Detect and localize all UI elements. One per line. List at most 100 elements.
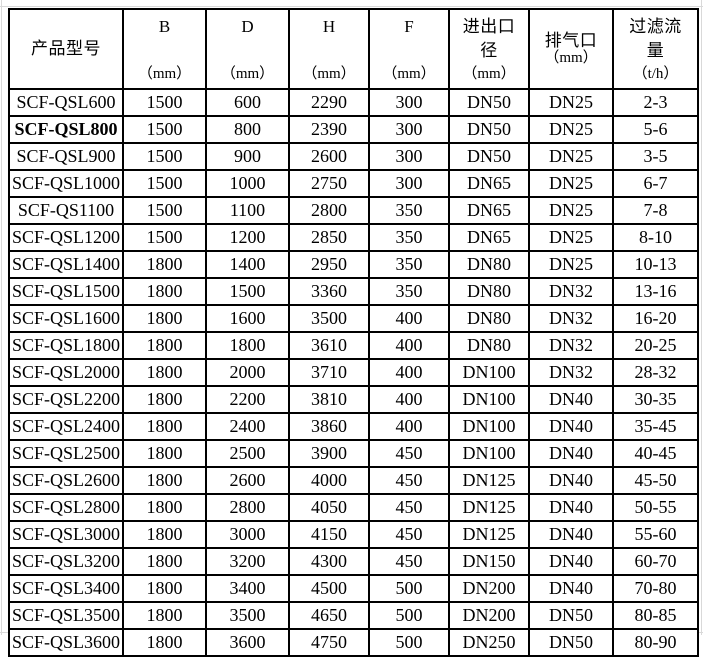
cell-f: 450: [368, 466, 450, 495]
cell-d: 2400: [205, 412, 290, 441]
cell-d: 1800: [205, 331, 290, 360]
table-row: SCF-QSL600 1500 600 2290 300 DN50 DN25 2-3: [8, 88, 699, 117]
cell-model: SCF-QSL2800: [8, 493, 124, 522]
cell-b: 1500: [122, 196, 207, 225]
cell-filter-flow: 80-90: [612, 628, 699, 657]
cell-inlet-outlet-diameter: DN100: [448, 385, 530, 414]
cell-filter-flow: 60-70: [612, 547, 699, 576]
sheet-gridline: [701, 0, 702, 635]
cell-inlet-outlet-diameter: DN100: [448, 439, 530, 468]
column-header-filter-flow: 过滤流 量 （t/h）: [612, 8, 699, 90]
cell-inlet-outlet-diameter: DN65: [448, 169, 530, 198]
cell-f: 300: [368, 142, 450, 171]
cell-d: 3200: [205, 547, 290, 576]
cell-h: 4650: [288, 601, 370, 630]
cell-f: 300: [368, 88, 450, 117]
cell-f: 350: [368, 250, 450, 279]
column-header-flow-unit: （t/h）: [632, 65, 679, 82]
column-header-b-unit: （mm）: [137, 65, 192, 82]
cell-d: 3600: [205, 628, 290, 657]
cell-model: SCF-QSL2500: [8, 439, 124, 468]
cell-h: 2850: [288, 223, 370, 252]
column-header-d: D （mm）: [205, 8, 290, 90]
cell-inlet-outlet-diameter: DN125: [448, 493, 530, 522]
cell-exhaust-port: DN25: [528, 115, 614, 144]
cell-model: SCF-QSL1400: [8, 250, 124, 279]
column-header-exhaust-label: 排气口: [544, 30, 598, 50]
column-header-f-unit: （mm）: [382, 65, 436, 82]
cell-filter-flow: 7-8: [612, 196, 699, 225]
cell-h: 4500: [288, 574, 370, 603]
cell-inlet-outlet-diameter: DN80: [448, 277, 530, 306]
cell-exhaust-port: DN25: [528, 88, 614, 117]
cell-f: 400: [368, 358, 450, 387]
cell-d: 2600: [205, 466, 290, 495]
cell-b: 1500: [122, 88, 207, 117]
cell-exhaust-port: DN25: [528, 142, 614, 171]
cell-filter-flow: 28-32: [612, 358, 699, 387]
cell-b: 1800: [122, 250, 207, 279]
cell-exhaust-port: DN32: [528, 304, 614, 333]
cell-b: 1500: [122, 223, 207, 252]
cell-h: 3710: [288, 358, 370, 387]
cell-d: 1500: [205, 277, 290, 306]
cell-inlet-outlet-diameter: DN80: [448, 250, 530, 279]
cell-d: 1100: [205, 196, 290, 225]
cell-d: 1000: [205, 169, 290, 198]
column-header-b: B （mm）: [122, 8, 207, 90]
table-row: SCF-QSL3600 1800 3600 4750 500 DN250 DN50 80-90: [8, 628, 699, 657]
column-header-h: H （mm）: [288, 8, 370, 90]
column-header-h-label: H: [322, 17, 336, 36]
cell-exhaust-port: DN50: [528, 628, 614, 657]
cell-h: 3810: [288, 385, 370, 414]
cell-model: SCF-QSL2200: [8, 385, 124, 414]
cell-d: 2000: [205, 358, 290, 387]
table-row: SCF-QSL3000 1800 3000 4150 450 DN125 DN40 55-60: [8, 520, 699, 549]
cell-inlet-outlet-diameter: DN65: [448, 196, 530, 225]
cell-filter-flow: 10-13: [612, 250, 699, 279]
cell-d: 800: [205, 115, 290, 144]
cell-model: SCF-QSL3000: [8, 520, 124, 549]
cell-exhaust-port: DN32: [528, 358, 614, 387]
cell-exhaust-port: DN40: [528, 493, 614, 522]
cell-h: 4150: [288, 520, 370, 549]
cell-model: SCF-QSL1500: [8, 277, 124, 306]
column-header-inlet-label-line2: 径: [480, 41, 498, 61]
header-row: 产品型号 B （mm） D （mm） H: [8, 8, 699, 90]
table-row: SCF-QSL2000 1800 2000 3710 400 DN100 DN32 28-32: [8, 358, 699, 387]
cell-inlet-outlet-diameter: DN200: [448, 574, 530, 603]
cell-model: SCF-QSL3400: [8, 574, 124, 603]
cell-h: 3900: [288, 439, 370, 468]
table-body: SCF-QSL600 1500 600 2290 300 DN50 DN25 2-3 SCF-Q…: [8, 88, 699, 657]
cell-exhaust-port: DN40: [528, 574, 614, 603]
cell-inlet-outlet-diameter: DN125: [448, 466, 530, 495]
cell-filter-flow: 70-80: [612, 574, 699, 603]
cell-model: SCF-QSL3600: [8, 628, 124, 657]
cell-h: 2800: [288, 196, 370, 225]
cell-b: 1800: [122, 331, 207, 360]
cell-f: 400: [368, 331, 450, 360]
table-header: 产品型号 B （mm） D （mm） H: [8, 8, 699, 90]
column-header-exhaust-unit: （mm）: [544, 50, 598, 67]
cell-f: 350: [368, 223, 450, 252]
cell-filter-flow: 16-20: [612, 304, 699, 333]
table-row: SCF-QSL1600 1800 1600 3500 400 DN80 DN32 16-20: [8, 304, 699, 333]
cell-filter-flow: 5-6: [612, 115, 699, 144]
cell-b: 1800: [122, 385, 207, 414]
cell-f: 500: [368, 574, 450, 603]
cell-b: 1800: [122, 466, 207, 495]
cell-b: 1800: [122, 628, 207, 657]
cell-d: 1400: [205, 250, 290, 279]
cell-model: SCF-QSL3500: [8, 601, 124, 630]
cell-inlet-outlet-diameter: DN250: [448, 628, 530, 657]
cell-f: 300: [368, 169, 450, 198]
sheet-gridline: [0, 6, 703, 7]
column-header-flow-label-line2: 量: [646, 41, 665, 61]
cell-f: 400: [368, 412, 450, 441]
cell-exhaust-port: DN40: [528, 466, 614, 495]
cell-d: 3500: [205, 601, 290, 630]
cell-h: 4050: [288, 493, 370, 522]
cell-inlet-outlet-diameter: DN150: [448, 547, 530, 576]
cell-f: 500: [368, 601, 450, 630]
cell-model: SCF-QS1100: [8, 196, 124, 225]
